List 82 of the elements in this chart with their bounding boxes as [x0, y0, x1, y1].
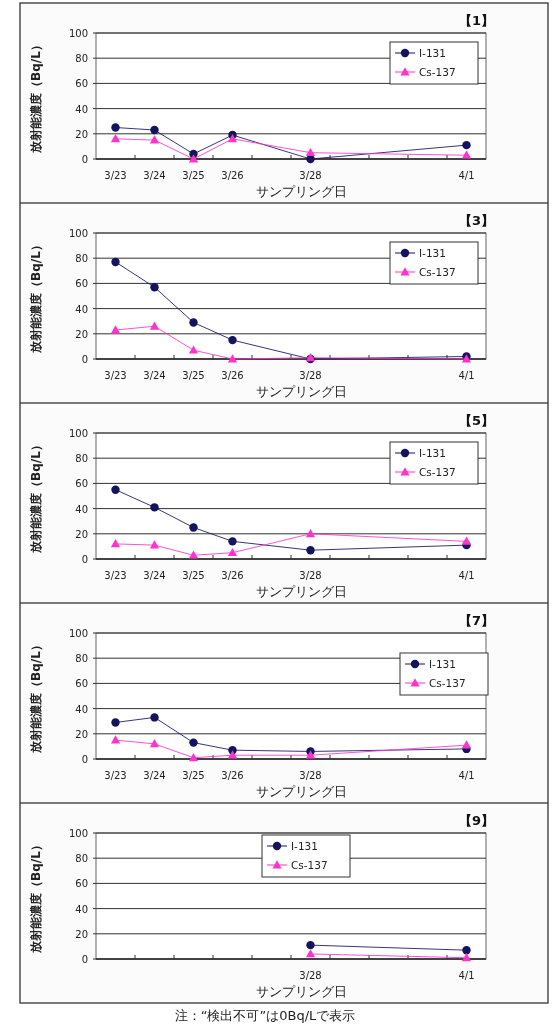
y-tick-label: 60: [75, 478, 88, 490]
chart-title: 【5】: [458, 413, 494, 428]
x-tick-label: 3/26: [221, 370, 244, 381]
x-axis-title: サンプリング日: [255, 984, 347, 999]
legend-label: Cs-137: [429, 677, 466, 689]
y-tick-label: 100: [68, 28, 88, 39]
y-tick-label: 80: [75, 253, 88, 265]
y-tick-label: 0: [81, 954, 88, 965]
x-tick-label: 3/26: [221, 770, 244, 781]
legend-label: I-131: [291, 840, 318, 852]
x-tick-label: 3/24: [143, 370, 166, 381]
x-tick-label: 3/23: [104, 370, 127, 381]
y-tick-label: 100: [68, 228, 88, 239]
y-tick-label: 0: [81, 554, 88, 565]
y-tick-label: 20: [75, 328, 88, 340]
y-tick-label: 20: [75, 728, 88, 740]
x-tick-label: 3/28: [299, 370, 322, 381]
y-tick-label: 100: [68, 428, 88, 439]
y-axis-title: 放射能濃度（Bq/L）: [29, 639, 43, 754]
y-tick-label: 80: [75, 653, 88, 665]
y-tick-label: 60: [75, 278, 88, 290]
y-tick-label: 100: [68, 628, 88, 639]
x-tick-label: 4/1: [458, 970, 475, 981]
chart-title: 【9】: [458, 813, 494, 828]
y-tick-label: 60: [75, 78, 88, 90]
y-tick-label: 20: [75, 928, 88, 940]
legend-label: I-131: [419, 247, 446, 259]
x-tick-label: 3/28: [299, 570, 322, 581]
x-axis-title: サンプリング日: [255, 784, 347, 799]
y-tick-label: 100: [68, 828, 88, 839]
y-tick-label: 40: [75, 703, 88, 715]
y-axis-title: 放射能濃度（Bq/L）: [29, 839, 43, 954]
x-tick-label: 4/1: [458, 170, 475, 181]
legend-label: Cs-137: [291, 859, 328, 871]
y-axis-title: 放射能濃度（Bq/L）: [29, 439, 43, 554]
x-tick-label: 3/23: [104, 570, 127, 581]
x-tick-label: 3/23: [104, 170, 127, 181]
y-tick-label: 80: [75, 53, 88, 65]
legend-label: I-131: [429, 658, 456, 670]
y-tick-label: 40: [75, 303, 88, 315]
y-tick-label: 20: [75, 528, 88, 540]
x-tick-label: 4/1: [458, 570, 475, 581]
chart-title: 【3】: [458, 213, 494, 228]
x-tick-label: 4/1: [458, 770, 475, 781]
legend-label: Cs-137: [419, 466, 456, 478]
legend-label: I-131: [419, 47, 446, 59]
y-tick-label: 0: [81, 354, 88, 365]
y-tick-label: 40: [75, 903, 88, 915]
x-tick-label: 3/25: [182, 770, 205, 781]
x-tick-label: 3/25: [182, 370, 205, 381]
y-tick-label: 40: [75, 103, 88, 115]
y-tick-label: 0: [81, 754, 88, 765]
x-tick-label: 3/25: [182, 170, 205, 181]
y-tick-label: 40: [75, 503, 88, 515]
x-tick-label: 3/25: [182, 570, 205, 581]
legend-label: I-131: [419, 447, 446, 459]
x-tick-label: 3/26: [221, 170, 244, 181]
text: 注：“検出不可”は0Bq/Lで表示: [174, 1008, 356, 1023]
y-tick-label: 80: [75, 453, 88, 465]
x-tick-label: 3/24: [143, 170, 166, 181]
x-tick-label: 4/1: [458, 370, 475, 381]
x-tick-label: 3/28: [299, 770, 322, 781]
y-axis-title: 放射能濃度（Bq/L）: [29, 39, 43, 154]
y-tick-label: 60: [75, 878, 88, 890]
y-tick-label: 60: [75, 678, 88, 690]
legend-label: Cs-137: [419, 266, 456, 278]
chart-title: 【1】: [458, 13, 494, 28]
legend-label: Cs-137: [419, 66, 456, 78]
x-axis-title: サンプリング日: [255, 384, 347, 399]
x-tick-label: 3/24: [143, 570, 166, 581]
y-tick-label: 20: [75, 128, 88, 140]
x-axis-title: サンプリング日: [255, 584, 347, 599]
x-axis-title: サンプリング日: [255, 184, 347, 199]
x-tick-label: 3/26: [221, 570, 244, 581]
x-tick-label: 3/24: [143, 770, 166, 781]
x-tick-label: 3/28: [299, 170, 322, 181]
x-tick-label: 3/23: [104, 770, 127, 781]
chart-title: 【7】: [458, 613, 494, 628]
x-tick-label: 3/28: [299, 970, 322, 981]
y-tick-label: 80: [75, 853, 88, 865]
y-tick-label: 0: [81, 154, 88, 165]
y-axis-title: 放射能濃度（Bq/L）: [29, 239, 43, 354]
